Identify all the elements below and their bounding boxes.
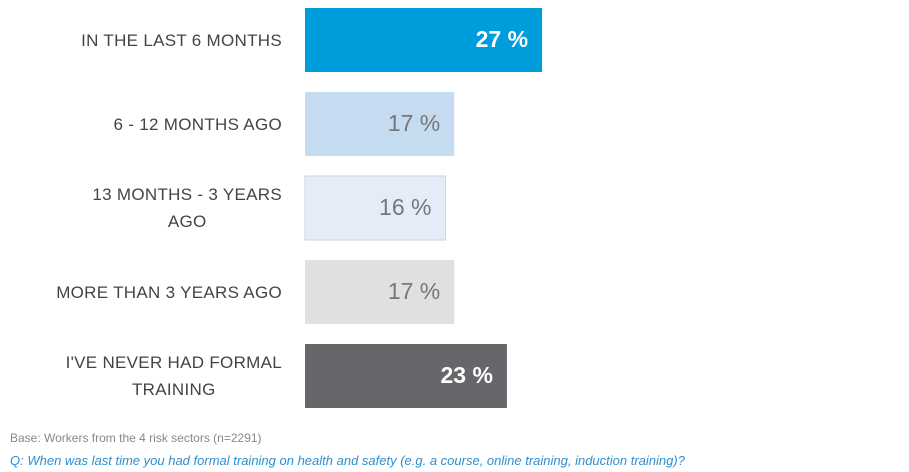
footnote: Base: Workers from the 4 risk sectors (n… — [10, 431, 262, 445]
bar — [304, 175, 446, 241]
category-label: MORE THAN 3 YEARS AGO — [56, 282, 282, 302]
value-label: 17 % — [388, 110, 440, 136]
category-label: 6 - 12 MONTHS AGO — [113, 114, 282, 134]
value-label: 17 % — [388, 278, 440, 304]
question: Q: When was last time you had formal tra… — [10, 453, 685, 468]
value-label: 23 % — [441, 362, 493, 388]
value-label: 27 % — [476, 26, 528, 52]
bar — [305, 260, 455, 324]
bar — [305, 8, 543, 72]
category-label: IN THE LAST 6 MONTHS — [81, 30, 282, 50]
value-label: 16 % — [379, 194, 431, 220]
category-label: I'VE NEVER HAD FORMAL TRAINING — [65, 353, 282, 399]
bar — [305, 92, 455, 156]
category-label: 13 MONTHS - 3 YEARS AGO — [92, 185, 282, 231]
bar — [305, 344, 507, 408]
plot: 27 % 17 % 16 % 17 % 23 % — [304, 8, 543, 408]
